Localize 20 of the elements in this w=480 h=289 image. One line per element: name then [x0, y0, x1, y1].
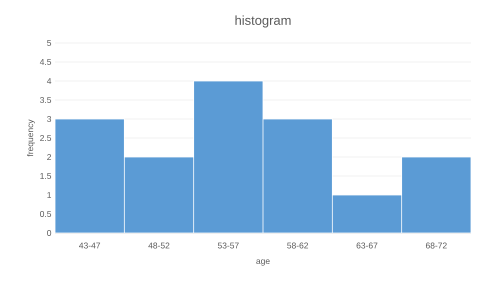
y-tick-label: 3.5	[40, 97, 52, 103]
y-tick-label: 3	[47, 116, 52, 122]
y-tick-label: 4	[46, 78, 52, 84]
y-tick-label: 2	[47, 154, 52, 160]
x-tick-label: 53-57	[218, 242, 239, 249]
y-tick-label: 1	[47, 192, 52, 198]
y-tick-label: 5	[47, 40, 52, 46]
x-tick-label: 48-52	[148, 242, 170, 249]
y-tick-label: 4.5	[40, 59, 52, 65]
y-axis-title: frequency	[26, 119, 35, 156]
x-tick-label: 43-47	[79, 242, 100, 249]
x-axis-title: age	[256, 259, 270, 266]
x-tick-label: 58-62	[287, 242, 308, 249]
y-tick-label: 1.5	[40, 173, 52, 179]
x-tick-label: 68-72	[426, 242, 447, 249]
y-tick-label: 0	[47, 230, 52, 236]
chart-title: histogram	[235, 15, 291, 28]
y-tick-label: 2.5	[40, 135, 52, 141]
y-tick-label: 0.5	[40, 211, 52, 217]
x-tick-label: 63-67	[356, 242, 378, 249]
